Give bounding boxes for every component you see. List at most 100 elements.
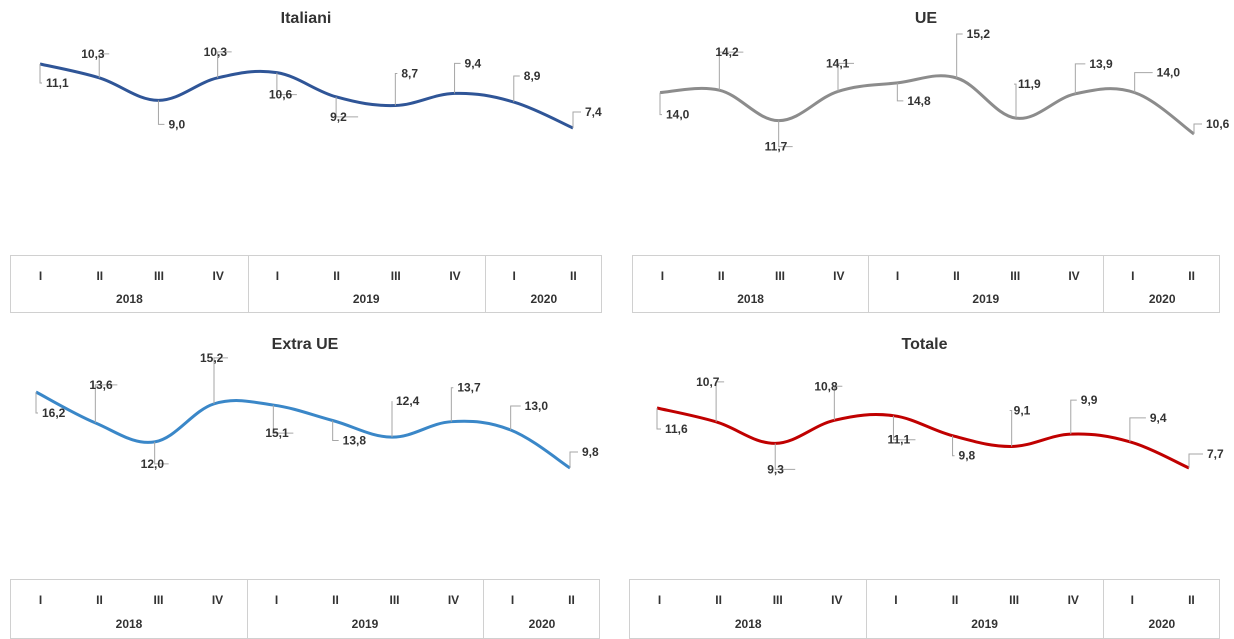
x-tick-quarter: III [748, 593, 807, 607]
x-tick-year: 2019 [868, 292, 1103, 306]
x-tick-quarter: IV [1045, 269, 1104, 283]
x-tick-year: 2018 [630, 617, 866, 631]
data-label: 13,7 [457, 381, 481, 395]
x-tick-quarter: II [70, 593, 129, 607]
data-label: 13,6 [89, 378, 113, 392]
x-tick-year: 2019 [248, 292, 485, 306]
chart-panel-totale: Totale 11,6 10,7 9,3 10,8 11,1 9,8 9,1 9,9 9,4 7,… [629, 332, 1220, 639]
data-label: 11,1 [46, 76, 69, 90]
x-tick-quarter: III [985, 593, 1044, 607]
x-tick-quarter: III [129, 593, 188, 607]
data-label: 9,9 [1081, 393, 1098, 407]
line-plot: 11,6 10,7 9,3 10,8 11,1 9,8 9,1 9,9 9,4 7,7 [629, 332, 1220, 572]
x-axis-category-box: I II III IV I II III IV I II 2018 2019 2020 [629, 579, 1220, 639]
data-label-leader [1075, 64, 1085, 94]
x-axis-category-box: I II III IV I II III IV I II 2018 2019 2020 [632, 255, 1220, 313]
x-tick-year: 2020 [1103, 292, 1221, 306]
x-tick-quarter: IV [425, 269, 484, 283]
x-tick-year: 2020 [1103, 617, 1221, 631]
data-label: 11,9 [1018, 77, 1041, 91]
x-tick-quarter: III [366, 269, 425, 283]
x-tick-quarter: IV [809, 269, 868, 283]
x-tick-year: 2020 [485, 292, 603, 306]
x-tick-quarter: IV [189, 269, 248, 283]
x-tick-quarter: II [542, 593, 601, 607]
line-plot: 11,1 10,3 9,0 10,3 10,6 9,2 8,7 9,4 8,9 7,4 [10, 8, 602, 248]
x-tick-quarter: I [866, 593, 925, 607]
series-line [36, 392, 570, 468]
data-label: 12,0 [141, 457, 165, 471]
data-label-leader [36, 392, 38, 413]
x-tick-quarter: IV [188, 593, 247, 607]
data-label: 14,8 [907, 94, 931, 108]
data-label: 13,8 [343, 434, 367, 448]
data-label-leader [395, 74, 397, 106]
data-label: 10,6 [1206, 117, 1230, 131]
data-label: 9,4 [1150, 411, 1167, 425]
data-label: 7,7 [1207, 447, 1224, 461]
x-tick-quarter: IV [807, 593, 866, 607]
x-tick-quarter: II [544, 269, 603, 283]
data-label-leader [455, 63, 461, 93]
x-tick-quarter: I [630, 593, 689, 607]
x-tick-year: 2018 [633, 292, 868, 306]
line-plot: 16,2 13,6 12,0 15,2 15,1 13,8 12,4 13,7 13,0 9,8 [10, 332, 600, 572]
x-tick-quarter: I [248, 269, 307, 283]
data-label: 16,2 [42, 406, 66, 420]
x-tick-quarter: II [70, 269, 129, 283]
data-label: 13,0 [525, 399, 549, 413]
data-label: 14,0 [666, 108, 690, 122]
data-label: 15,2 [967, 27, 991, 41]
data-label: 9,8 [582, 445, 599, 459]
data-label-leader [511, 406, 521, 430]
data-label-leader [1130, 418, 1146, 442]
data-label-leader [660, 93, 662, 115]
data-label-leader [1014, 84, 1016, 118]
chart-panel-extra-ue: Extra UE 16,2 13,6 12,0 15,2 15,1 13,8 12,4 13,… [10, 332, 600, 639]
x-tick-quarter: I [11, 593, 70, 607]
x-tick-year: 2020 [483, 617, 601, 631]
x-tick-quarter: II [1162, 269, 1221, 283]
data-label-leader [40, 64, 42, 83]
data-label: 9,1 [1014, 403, 1031, 417]
x-tick-quarter: I [633, 269, 692, 283]
x-tick-quarter: I [483, 593, 542, 607]
x-tick-quarter: II [927, 269, 986, 283]
data-label: 9,4 [465, 56, 482, 70]
data-label: 14,0 [1157, 66, 1181, 80]
x-axis-category-box: I II III IV I II III IV I II 2018 2019 2020 [10, 579, 600, 639]
x-tick-quarter: III [751, 269, 810, 283]
data-label-leader [1135, 73, 1153, 93]
x-tick-quarter: II [689, 593, 748, 607]
data-label: 10,8 [814, 379, 838, 393]
x-tick-quarter: II [1162, 593, 1221, 607]
x-tick-quarter: III [129, 269, 188, 283]
x-axis-category-box: I II III IV I II III IV I II 2018 2019 2020 [10, 255, 602, 313]
data-label: 8,9 [524, 69, 541, 83]
x-tick-year: 2018 [11, 292, 248, 306]
data-label: 10,3 [81, 47, 105, 61]
data-label: 12,4 [396, 394, 420, 408]
x-tick-quarter: I [247, 593, 306, 607]
x-tick-quarter: I [1103, 593, 1162, 607]
x-tick-quarter: III [986, 269, 1045, 283]
data-label: 10,6 [269, 88, 293, 102]
data-label-leader [451, 388, 453, 422]
x-tick-year: 2019 [866, 617, 1102, 631]
chart-panel-italiani: Italiani 11,1 10,3 9,0 10,3 10,6 9,2 8,7 9,4 8,9… [10, 8, 602, 313]
data-label-leader [1194, 124, 1202, 134]
data-label-leader [897, 83, 903, 101]
data-label: 14,2 [715, 45, 739, 59]
line-plot: 14,014,211,714,114,815,211,913,914,010,6 [632, 8, 1220, 248]
data-label-leader [514, 76, 520, 102]
series-line [40, 64, 573, 128]
x-tick-quarter: I [11, 269, 70, 283]
data-label-leader [1071, 400, 1077, 434]
data-label: 9,8 [959, 449, 976, 463]
data-label: 11,6 [665, 422, 688, 436]
x-tick-quarter: II [306, 593, 365, 607]
data-label: 15,2 [200, 351, 224, 365]
x-tick-quarter: IV [424, 593, 483, 607]
data-label-leader [1189, 454, 1203, 468]
chart-panel-ue: UE 14,0 14,2 11,7 14,1 14,8 15,2 11,9 13,9 14,0 1… [632, 8, 1220, 313]
